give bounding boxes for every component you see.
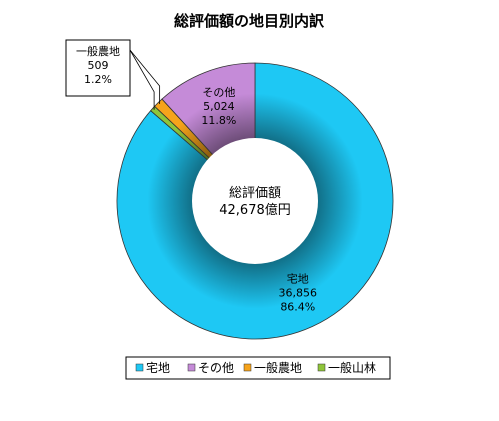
center-value: 42,678億円 <box>219 202 291 218</box>
slice-2-callout-label: 一般農地 509 1.2% <box>76 44 120 86</box>
slice-0-label: 宅地 36,856 86.4% <box>279 272 318 314</box>
legend-swatch-2 <box>243 363 252 372</box>
slice-2-leader-line <box>129 49 161 105</box>
chart-title: 総評価額の地目別内訳 <box>174 12 325 30</box>
legend-label-2: 一般農地 <box>254 360 302 375</box>
slice-labels: 宅地36,85686.4%一般山林2880.7%一般農地5091.2%その他5,… <box>65 39 318 314</box>
slice-3-label: その他 5,024 11.8% <box>201 86 236 127</box>
slice-0-wedge <box>116 62 394 340</box>
legend-swatch-1 <box>187 363 196 372</box>
donut-hole <box>192 138 318 264</box>
legend-swatch-0 <box>135 363 144 372</box>
center-label: 総評価額 <box>229 186 281 201</box>
legend-label-0: 宅地 <box>146 360 170 375</box>
slice-1-leader-line <box>129 49 155 110</box>
legend-label-1: その他 <box>198 361 234 375</box>
slices <box>116 62 394 340</box>
legend-box <box>125 356 391 380</box>
slice-2-callout-box <box>65 39 131 97</box>
legend: 宅地 その他 一般農地 一般山林 <box>125 356 391 380</box>
legend-swatch-3 <box>317 363 326 372</box>
legend-label-3: 一般山林 <box>328 360 376 375</box>
